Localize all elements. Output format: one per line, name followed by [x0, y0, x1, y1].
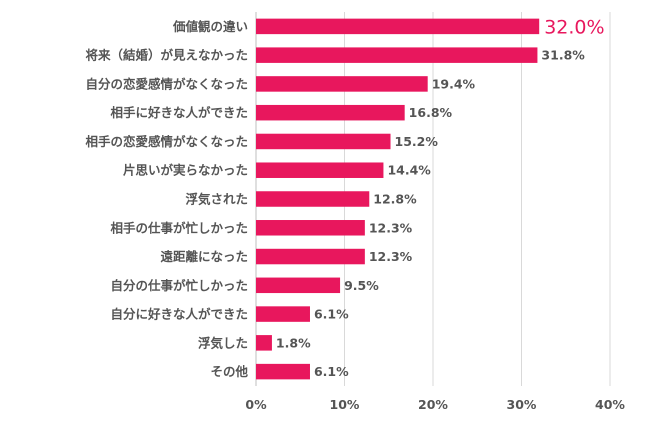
category-label: 遠距離になった — [160, 249, 248, 264]
value-label: 19.4% — [432, 76, 476, 91]
value-label: 6.1% — [314, 307, 349, 322]
bar — [256, 248, 365, 265]
x-tick-label: 10% — [330, 397, 360, 412]
value-labels: 32.0% 31.8% 19.4% 16.8% 15.2% 14.4% 12.8% 12.3%… — [276, 16, 605, 379]
x-tick-label: 30% — [507, 397, 537, 412]
bar — [256, 277, 341, 294]
x-tick-label: 40% — [595, 397, 625, 412]
category-label: 自分の恋愛感情がなくなった — [85, 76, 248, 91]
bars — [256, 18, 540, 380]
category-label: その他 — [210, 364, 248, 379]
bar — [256, 220, 365, 236]
bar — [256, 363, 310, 380]
category-label: 自分の仕事が忙しかった — [110, 278, 248, 293]
bar — [256, 18, 540, 35]
bar — [256, 47, 538, 63]
category-label: 価値観の違い — [172, 19, 248, 34]
bar — [256, 335, 272, 351]
value-label: 1.8% — [276, 335, 311, 350]
value-label: 12.3% — [369, 249, 413, 264]
value-label: 6.1% — [314, 364, 349, 379]
value-label: 15.2% — [395, 134, 439, 149]
value-label-highlight: 32.0% — [544, 16, 604, 38]
value-label: 14.4% — [387, 163, 431, 178]
value-label: 16.8% — [409, 105, 453, 120]
value-label: 9.5% — [344, 278, 379, 293]
gridlines — [255, 12, 611, 386]
bar — [256, 76, 428, 92]
x-tick-label: 0% — [245, 397, 267, 412]
bar — [256, 162, 384, 178]
category-label: 相手の恋愛感情がなくなった — [85, 134, 248, 149]
value-label: 12.8% — [373, 192, 417, 207]
bar — [256, 133, 391, 150]
bar — [256, 104, 405, 121]
category-label: 相手の仕事が忙しかった — [110, 220, 248, 235]
category-label: 自分に好きな人ができた — [110, 307, 248, 322]
value-label: 31.8% — [541, 48, 585, 63]
bar — [256, 306, 310, 322]
category-label: 将来（結婚）が見えなかった — [85, 48, 248, 63]
category-labels: 価値観の違い将来（結婚）が見えなかった自分の恋愛感情がなくなった相手に好きな人が… — [85, 19, 248, 379]
x-axis-tick-labels: 0% 10% 20% 30% 40% — [245, 397, 625, 412]
bar — [256, 191, 370, 207]
value-label: 12.3% — [369, 220, 413, 235]
category-label: 相手に好きな人ができた — [110, 105, 248, 120]
category-label: 浮気された — [185, 192, 248, 207]
x-tick-label: 20% — [418, 397, 448, 412]
category-label: 浮気した — [198, 335, 248, 350]
category-label: 片思いが実らなかった — [123, 163, 248, 178]
